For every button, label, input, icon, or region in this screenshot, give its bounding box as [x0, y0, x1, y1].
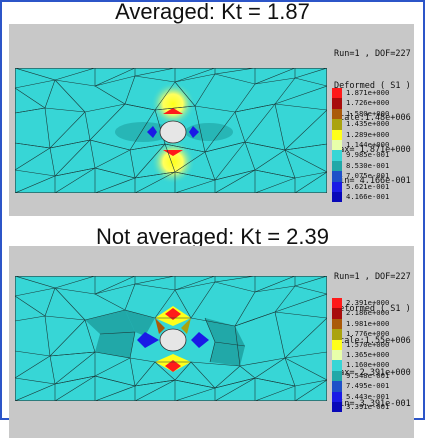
legend-entry: 4.166e-001: [330, 192, 412, 203]
legend-entry: 1.871e+000: [330, 88, 412, 99]
fe-mesh-averaged: [15, 68, 327, 193]
legend-entry: 1.160e+000: [330, 360, 412, 371]
max-info-line: Max= 1.871e+000: [334, 144, 411, 155]
legend-swatch: [332, 329, 342, 340]
legend-swatch: [332, 370, 342, 382]
run-info-not-averaged: Run=1 , DOF=227 Deformed ( S1 ) Scale:1.…: [334, 251, 411, 421]
legend-entry: 1.726e+000: [330, 98, 412, 109]
legend-value: 7.075e-001: [346, 171, 390, 181]
legend-value: 1.580e+000: [346, 108, 390, 118]
legend-value: 2.186e+000: [346, 308, 390, 318]
legend-swatch: [332, 181, 342, 192]
plot-title-not-averaged: Not averaged: Kt = 2.39: [96, 224, 329, 249]
legend-swatch: [332, 108, 342, 120]
legend-swatch: [332, 391, 342, 402]
legend-entry: 1.580e+000: [330, 108, 412, 120]
legend-entry: 9.548e-001: [330, 370, 412, 382]
legend-swatch: [332, 298, 342, 309]
legend-value: 5.443e-001: [346, 391, 390, 401]
run-info-averaged: Run=1 , DOF=227 Deformed ( S1 ) Scale:1.…: [334, 28, 411, 198]
legend-swatch: [332, 150, 342, 161]
legend-swatch: [332, 192, 342, 203]
legend-swatch: [332, 360, 342, 371]
deformed-info-line: Deformed ( S1 ): [334, 80, 411, 91]
legend-value: 1.871e+000: [346, 88, 390, 97]
legend-entry: 9.985e-001: [330, 150, 412, 161]
legend-swatch: [332, 88, 342, 99]
legend-value: 1.365e+000: [346, 350, 390, 359]
deformed-info-line: Deformed ( S1 ): [334, 303, 411, 314]
legend-value: 1.570e+000: [346, 339, 390, 349]
legend-entry: 1.365e+000: [330, 350, 412, 361]
legend-entry: 1.570e+000: [330, 339, 412, 350]
max-info-line: Max= 2.391e+000: [334, 367, 411, 378]
legend-swatch: [332, 318, 342, 330]
legend-entry: 2.186e+000: [330, 308, 412, 319]
legend-entry: 1.981e+000: [330, 318, 412, 330]
scale-info-line: Scale:1.55e+006: [334, 335, 411, 346]
legend-value: 7.495e-001: [346, 381, 390, 391]
legend-swatch: [332, 140, 342, 151]
color-legend-averaged: 1.871e+000 1.726e+000 1.580e+000 1.435e+000…: [330, 86, 412, 204]
legend-value: 8.530e-001: [346, 160, 390, 170]
legend-entry: 1.289e+000: [330, 129, 412, 140]
legend-swatch: [332, 98, 342, 109]
legend-swatch: [332, 171, 342, 182]
legend-swatch: [332, 350, 342, 361]
legend-value: 3.391e-001: [346, 402, 390, 411]
legend-swatch: [332, 381, 342, 392]
legend-entry: 8.530e-001: [330, 160, 412, 172]
legend-entry: 3.391e-001: [330, 402, 412, 413]
legend-entry: 7.075e-001: [330, 171, 412, 182]
legend-value: 9.548e-001: [346, 370, 390, 380]
legend-swatch: [332, 339, 342, 350]
color-legend-not-averaged: 2.391e+000 2.186e+000 1.981e+000 1.776e+000…: [330, 296, 412, 414]
legend-value: 1.981e+000: [346, 318, 390, 328]
legend-swatch: [332, 129, 342, 140]
legend-value: 1.160e+000: [346, 360, 390, 370]
run-info-line: Run=1 , DOF=227: [334, 49, 411, 60]
legend-swatch: [332, 160, 342, 172]
scale-info-line: Scale:1.48e+006: [334, 112, 411, 123]
legend-value: 9.985e-001: [346, 150, 390, 160]
legend-value: 2.391e+000: [346, 298, 390, 307]
legend-swatch: [332, 119, 342, 130]
min-info-line: Min= 3.391e-001: [334, 399, 411, 410]
legend-entry: 1.435e+000: [330, 119, 412, 130]
legend-entry: 1.776e+000: [330, 329, 412, 340]
legend-value: 1.776e+000: [346, 329, 390, 339]
legend-value: 1.289e+000: [346, 129, 390, 139]
plot-title-averaged: Averaged: Kt = 1.87: [115, 0, 310, 24]
legend-value: 1.435e+000: [346, 119, 390, 129]
legend-value: 1.144e+000: [346, 140, 390, 149]
legend-entry: 2.391e+000: [330, 298, 412, 309]
legend-value: 5.621e-001: [346, 181, 390, 191]
fe-mesh-not-averaged: [15, 276, 327, 401]
legend-swatch: [332, 402, 342, 413]
legend-entry: 1.144e+000: [330, 140, 412, 151]
legend-swatch: [332, 308, 342, 319]
min-info-line: Min= 4.166e-001: [334, 176, 411, 187]
legend-value: 1.726e+000: [346, 98, 390, 108]
legend-entry: 5.621e-001: [330, 181, 412, 192]
legend-entry: 5.443e-001: [330, 391, 412, 402]
legend-entry: 7.495e-001: [330, 381, 412, 392]
run-info-line: Run=1 , DOF=227: [334, 272, 411, 283]
legend-value: 4.166e-001: [346, 192, 390, 201]
